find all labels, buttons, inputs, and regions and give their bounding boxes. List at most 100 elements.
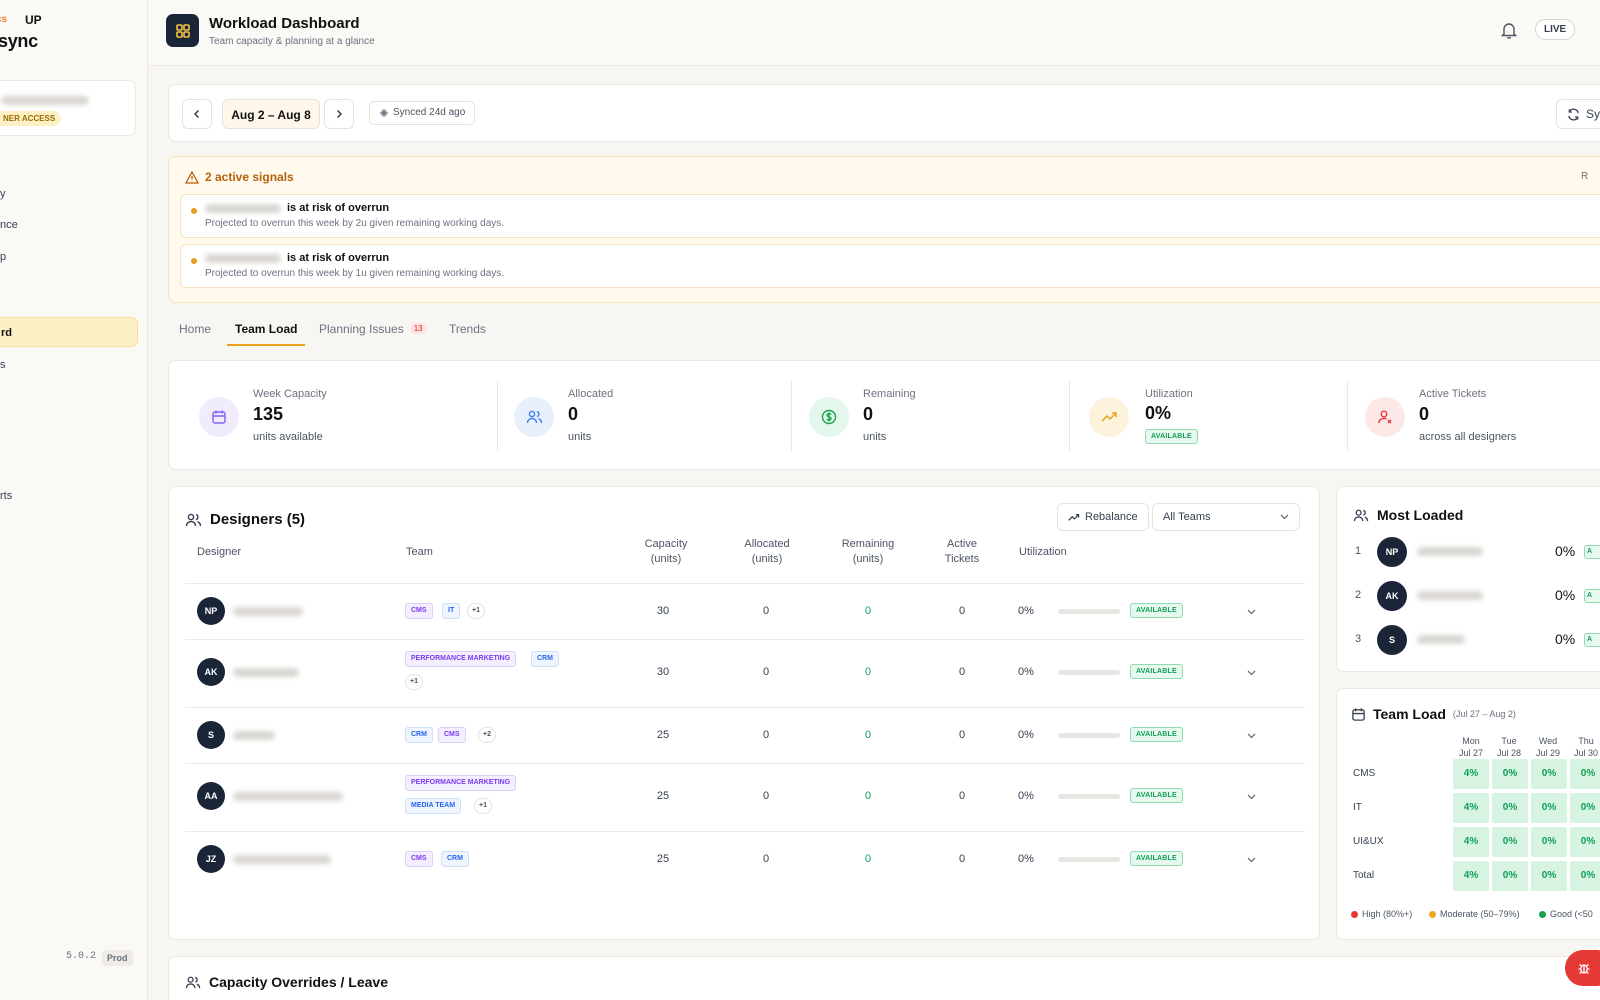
- heatmap-cell[interactable]: 0%: [1531, 861, 1567, 891]
- avatar: AK: [197, 658, 225, 686]
- chevron-down-icon[interactable]: [1247, 794, 1256, 800]
- capacity-value: 25: [656, 853, 670, 865]
- designers-header: Designers (5): [185, 511, 305, 528]
- heatmap-cell[interactable]: 4%: [1453, 793, 1489, 823]
- prev-week-button[interactable]: [182, 99, 212, 129]
- signal-item[interactable]: is at risk of overrun Projected to overr…: [180, 194, 1600, 238]
- sync-button[interactable]: Sy: [1556, 99, 1600, 129]
- chevron-down-icon[interactable]: [1247, 609, 1256, 615]
- utilization-percent: 0%: [1018, 605, 1034, 617]
- team-tag: CRM: [441, 851, 469, 867]
- utilization-percent: 0%: [1018, 666, 1034, 678]
- stat-value: 0: [1419, 404, 1430, 424]
- rank: 3: [1355, 633, 1362, 645]
- utilization-bar: [1058, 733, 1120, 738]
- table-row[interactable]: S CRM CMS +2 25 0 0 0 0% AVAILABLE: [185, 708, 1305, 763]
- rebalance-button[interactable]: Rebalance: [1057, 503, 1149, 531]
- heatmap-row-label: UI&UX: [1353, 836, 1384, 847]
- stat-label: Remaining: [863, 388, 916, 400]
- remaining-value: 0: [864, 605, 872, 617]
- designers-title: Designers (5): [210, 511, 306, 528]
- remaining-value: 0: [864, 729, 872, 741]
- stat-allocated: Allocated 0 units: [499, 361, 789, 471]
- heatmap-cell[interactable]: 0%: [1570, 793, 1600, 823]
- designer-name-redacted: [1417, 591, 1483, 600]
- table-row[interactable]: AK PERFORMANCE MARKETING CRM +1 30 0 0 0…: [185, 640, 1305, 707]
- chevron-down-icon[interactable]: [1247, 670, 1256, 676]
- designer-name-redacted: [205, 204, 281, 213]
- chevron-down-icon[interactable]: [1247, 857, 1256, 863]
- sidebar-item-2[interactable]: nce: [0, 219, 18, 231]
- team-tag-more[interactable]: +1: [467, 603, 485, 619]
- designer-name-redacted: [233, 792, 343, 801]
- table-row[interactable]: JZ CMS CRM 25 0 0 0 0% AVAILABLE: [185, 832, 1305, 887]
- date-range[interactable]: Aug 2 – Aug 8: [222, 99, 320, 129]
- users-icon: [185, 513, 202, 526]
- heatmap-cell[interactable]: 4%: [1453, 861, 1489, 891]
- remaining-value: 0: [864, 853, 872, 865]
- column-header-capacity: Capacity (units): [644, 538, 688, 565]
- heatmap-cell[interactable]: 0%: [1570, 759, 1600, 789]
- table-row[interactable]: NP CMS IT +1 30 0 0 0 0% AVAILABLE: [185, 584, 1305, 639]
- load-percent: 0%: [1555, 543, 1576, 559]
- tickets-value: 0: [958, 790, 966, 802]
- sidebar-item-3[interactable]: p: [0, 251, 7, 263]
- tab-team-load[interactable]: Team Load: [227, 314, 305, 346]
- tab-planning-issues[interactable]: Planning Issues 13: [319, 314, 427, 346]
- user-name-redacted: [1, 96, 89, 105]
- tab-home[interactable]: Home: [179, 322, 212, 336]
- sidebar-item-1[interactable]: y: [0, 188, 6, 200]
- user-card[interactable]: NER ACCESS: [0, 80, 136, 136]
- live-badge: LIVE: [1535, 19, 1576, 40]
- bell-icon[interactable]: [1500, 21, 1518, 42]
- signal-description: Projected to overrun this week by 1u giv…: [205, 268, 505, 279]
- team-tag-more[interactable]: +2: [478, 727, 496, 743]
- tab-trends[interactable]: Trends: [449, 322, 486, 336]
- report-bug-button[interactable]: [1565, 950, 1600, 986]
- divider: [185, 831, 1305, 832]
- heatmap-cell[interactable]: 0%: [1492, 793, 1528, 823]
- team-tag: CRM: [531, 651, 559, 667]
- heatmap-cell[interactable]: 0%: [1531, 827, 1567, 857]
- heatmap-cell[interactable]: 0%: [1531, 759, 1567, 789]
- day-date: Jul 28: [1496, 748, 1522, 758]
- next-week-button[interactable]: [324, 99, 354, 129]
- table-row[interactable]: AA PERFORMANCE MARKETING MEDIA TEAM +1 2…: [185, 764, 1305, 831]
- sidebar-item-dashboard[interactable]: rd: [0, 317, 138, 347]
- heatmap-cell[interactable]: 0%: [1492, 759, 1528, 789]
- heatmap-cell[interactable]: 0%: [1570, 861, 1600, 891]
- heatmap-cell[interactable]: 0%: [1492, 861, 1528, 891]
- column-header-designer: Designer: [197, 546, 242, 558]
- chevron-left-icon: [193, 109, 200, 119]
- bug-icon: [1578, 963, 1590, 975]
- sidebar-item-5[interactable]: s: [0, 359, 6, 371]
- sidebar-item-reports[interactable]: rts: [0, 490, 13, 502]
- team-tag: PERFORMANCE MARKETING: [405, 651, 517, 667]
- stat-sub: across all designers: [1419, 431, 1517, 443]
- signals-action[interactable]: R: [1581, 171, 1589, 182]
- team-tag: CMS: [405, 603, 433, 619]
- team-tag: IT: [442, 603, 461, 619]
- heatmap-cell[interactable]: 0%: [1570, 827, 1600, 857]
- team-tag-more[interactable]: +1: [474, 798, 492, 814]
- allocated-value: 0: [762, 729, 770, 741]
- heatmap-cell[interactable]: 0%: [1492, 827, 1528, 857]
- heatmap-cell[interactable]: 4%: [1453, 827, 1489, 857]
- remaining-value: 0: [864, 666, 872, 678]
- heatmap-cell[interactable]: 4%: [1453, 759, 1489, 789]
- heatmap-row-label: Total: [1353, 870, 1375, 881]
- sync-status: Synced 24d ago: [369, 101, 476, 125]
- calendar-icon: [199, 397, 239, 437]
- warning-icon: [185, 170, 199, 184]
- legend-label: Good (<50: [1550, 909, 1593, 919]
- chevron-down-icon[interactable]: [1247, 733, 1256, 739]
- stat-value: 0%: [1145, 403, 1172, 423]
- allocated-value: 0: [762, 853, 770, 865]
- team-filter-select[interactable]: All Teams: [1152, 503, 1300, 531]
- column-header-tickets: Active Tickets: [944, 538, 980, 565]
- signal-item[interactable]: is at risk of overrun Projected to overr…: [180, 244, 1600, 288]
- column-header-utilization: Utilization: [1019, 546, 1067, 558]
- heatmap-cell[interactable]: 0%: [1531, 793, 1567, 823]
- team-tag-more[interactable]: +1: [405, 674, 423, 690]
- stat-label: Week Capacity: [253, 388, 327, 400]
